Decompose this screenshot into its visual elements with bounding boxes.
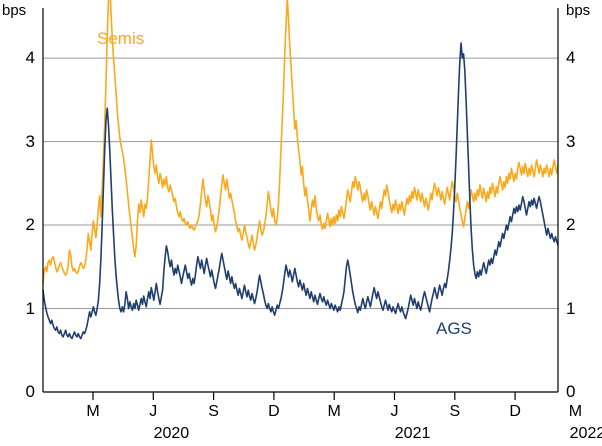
axis-frame <box>42 8 559 393</box>
x-axis-tick-label: D <box>268 403 280 420</box>
x-axis-year-label: 2020 <box>153 425 190 442</box>
x-axis-tick-label: D <box>509 403 521 420</box>
x-axis-year-label: 2021 <box>394 425 431 442</box>
x-axis-tick-label: S <box>449 403 461 420</box>
y-axis-tick-label: 1 <box>25 298 35 318</box>
y-axis-tick-label: 3 <box>566 131 576 151</box>
series-label-ags: AGS <box>436 319 472 338</box>
y-axis-tick-label: 3 <box>25 131 35 151</box>
series-line-semis <box>42 0 559 285</box>
y-axis-tick-label: 0 <box>25 382 35 401</box>
x-axis-tick-label: J <box>149 403 158 420</box>
y-axis-tick-label: 1 <box>566 298 576 318</box>
x-axis-tick-label: M <box>568 403 583 420</box>
x-axis-tick-label: M <box>86 403 100 420</box>
x-axis-tick-label: M <box>327 403 341 420</box>
series-line-ags <box>42 42 559 340</box>
series-lines <box>42 0 559 340</box>
y-axis-tick-label: 4 <box>25 48 35 68</box>
x-axis-ticks <box>92 392 516 400</box>
x-axis-tick-label: S <box>208 403 219 420</box>
y-axis-tick-label: 4 <box>566 48 576 68</box>
x-axis-tick-label: J <box>390 403 399 420</box>
y-axis-unit-left: bps <box>2 2 27 19</box>
x-axis-year-label: 2022 <box>569 425 602 442</box>
series-label-semis: Semis <box>97 29 145 48</box>
y-axis-tick-label: 2 <box>566 215 576 235</box>
y-axis-tick-label: 2 <box>25 215 35 235</box>
y-axis-tick-label: 0 <box>566 382 576 401</box>
y-axis-unit-right: bps <box>566 2 591 19</box>
